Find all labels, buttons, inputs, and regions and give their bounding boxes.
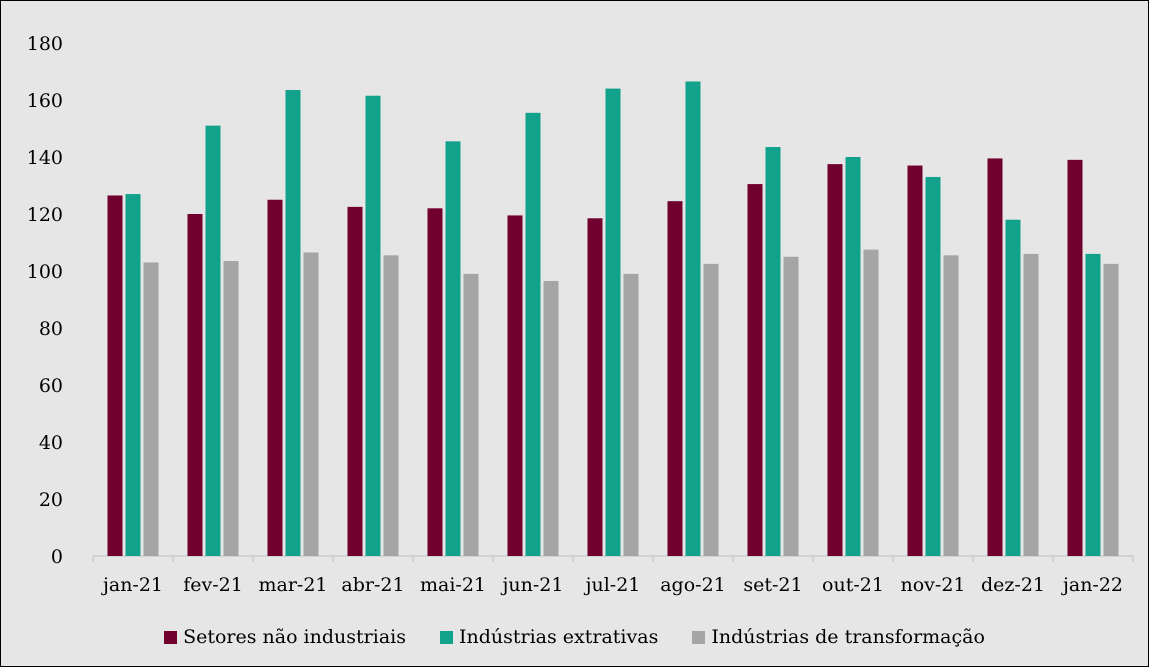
bar-1-jul-21 <box>587 218 603 556</box>
y-tick-label: 40 <box>39 432 63 454</box>
bar-1-jun-21 <box>507 215 523 557</box>
bar-3-jun-21 <box>543 280 559 556</box>
bar-chart: 0 20 40 60 80 100 120 140 160 180 jan-21 fev-21 mar… <box>27 33 1134 596</box>
y-tick-label: 20 <box>39 489 63 511</box>
y-tick-label: 100 <box>27 261 63 283</box>
bar-3-jan-22 <box>1103 263 1119 556</box>
legend-item: Indústrias de transformação <box>692 626 985 648</box>
x-tick-label: jan-22 <box>1061 574 1123 596</box>
x-tick-label: ago-21 <box>660 574 726 596</box>
bar-3-fev-21 <box>223 261 239 556</box>
bar-1-abr-21 <box>347 206 363 556</box>
bar-1-set-21 <box>747 184 763 556</box>
legend-label: Indústrias extrativas <box>458 626 659 648</box>
bar-1-mai-21 <box>427 208 443 557</box>
bar-2-jan-21 <box>125 194 141 557</box>
x-tick-label: nov-21 <box>900 574 965 596</box>
x-tick-label: out-21 <box>822 574 884 596</box>
bar-3-dez-21 <box>1023 253 1039 556</box>
bar-2-ago-21 <box>685 81 701 556</box>
bar-2-mai-21 <box>445 141 461 556</box>
bar-1-mar-21 <box>267 199 283 556</box>
x-tick-label: jun-21 <box>501 574 564 596</box>
bar-2-jun-21 <box>525 112 541 556</box>
bar-2-abr-21 <box>365 95 381 556</box>
bar-2-mar-21 <box>285 90 301 557</box>
bar-1-jan-22 <box>1067 159 1083 556</box>
bar-1-jan-21 <box>107 195 123 556</box>
y-tick-label: 120 <box>27 204 63 226</box>
bar-2-out-21 <box>845 157 861 556</box>
legend-label: Setores não industriais <box>183 626 406 648</box>
bar-1-dez-21 <box>987 158 1003 557</box>
bar-3-jan-21 <box>143 262 159 556</box>
bar-3-mai-21 <box>463 273 479 556</box>
x-tick-label: mar-21 <box>258 574 327 596</box>
bar-2-jul-21 <box>605 88 621 556</box>
x-tick-label: abr-21 <box>341 574 404 596</box>
y-tick-label: 80 <box>39 318 63 340</box>
legend-swatch <box>164 630 178 644</box>
y-tick-label: 0 <box>51 546 63 568</box>
bar-2-nov-21 <box>925 176 941 556</box>
legend-swatch <box>692 630 706 644</box>
bars <box>107 81 1119 557</box>
y-tick-label: 160 <box>27 90 63 112</box>
legend-item: Indústrias extrativas <box>439 626 659 648</box>
bar-1-nov-21 <box>907 165 923 557</box>
legend-item: Setores não industriais <box>164 626 406 648</box>
x-tick-label: jul-21 <box>584 574 641 596</box>
bar-2-set-21 <box>765 147 781 556</box>
x-tick-label: mai-21 <box>420 574 486 596</box>
x-tick-label: jan-21 <box>101 574 163 596</box>
bar-1-ago-21 <box>667 201 683 557</box>
bar-1-fev-21 <box>187 214 203 556</box>
legend-swatch <box>439 630 453 644</box>
y-tick-label: 60 <box>39 375 63 397</box>
bar-3-mar-21 <box>303 252 319 556</box>
bar-3-nov-21 <box>943 255 959 556</box>
bar-3-ago-21 <box>703 263 719 556</box>
bar-1-out-21 <box>827 164 843 556</box>
legend-label: Indústrias de transformação <box>711 626 985 648</box>
x-axis: jan-21 fev-21 mar-21 abr-21 mai-21 jun-21 jul-… <box>92 556 1134 596</box>
bar-3-abr-21 <box>383 255 399 556</box>
bar-2-dez-21 <box>1005 219 1021 556</box>
bar-3-set-21 <box>783 256 799 556</box>
y-axis: 0 20 40 60 80 100 120 140 160 180 <box>27 33 63 568</box>
y-tick-label: 140 <box>27 147 63 169</box>
x-tick-label: fev-21 <box>183 574 243 596</box>
bar-3-jul-21 <box>623 273 639 556</box>
bar-2-fev-21 <box>205 125 221 557</box>
x-tick-label: dez-21 <box>981 574 1045 596</box>
bar-2-jan-22 <box>1085 253 1101 556</box>
x-tick-label: set-21 <box>743 574 802 596</box>
y-tick-label: 180 <box>27 33 63 55</box>
bar-3-out-21 <box>863 249 879 556</box>
legend: Setores não industriais Indústrias extrat… <box>1 619 1148 655</box>
